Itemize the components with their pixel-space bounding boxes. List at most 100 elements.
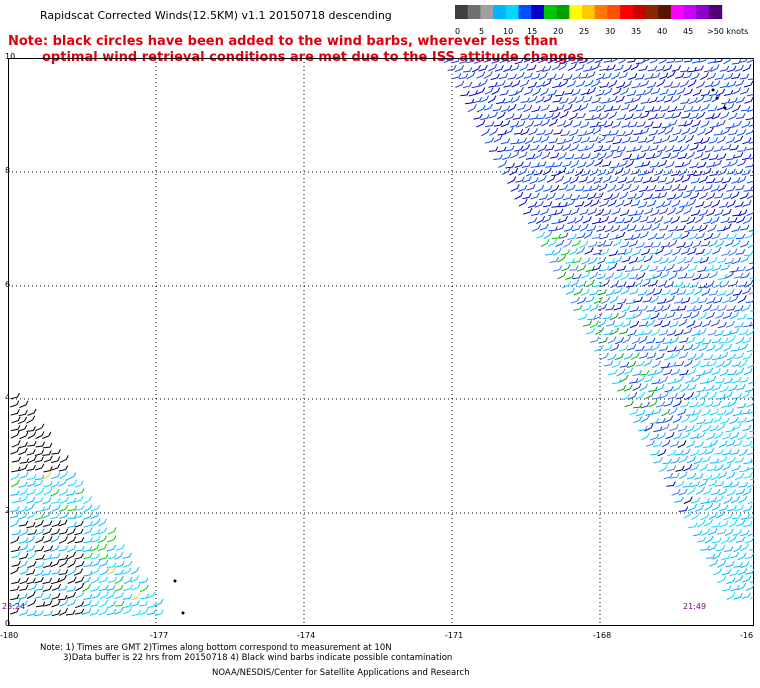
wind-barb (738, 56, 749, 63)
wind-barb (554, 145, 564, 152)
wind-barb (732, 87, 742, 95)
wind-barb (528, 128, 538, 136)
wind-barb (139, 584, 149, 593)
wind-barb (674, 449, 684, 456)
wind-barb (745, 161, 755, 168)
wind-barb (705, 447, 715, 455)
wind-barb (583, 65, 593, 72)
wind-barb (478, 64, 488, 72)
wind-barb (585, 265, 596, 273)
lat-label: 0 (5, 619, 11, 628)
wind-barb (462, 81, 473, 89)
wind-barb (677, 120, 688, 127)
wind-barb (739, 376, 749, 383)
colorbar-label: 30 (605, 27, 616, 36)
wind-barb (636, 375, 646, 384)
wind-barb (99, 584, 109, 592)
wind-barb (647, 200, 657, 208)
wind-barb (633, 402, 643, 409)
wind-barb (10, 425, 21, 432)
wind-barb (476, 71, 486, 79)
wind-barb (706, 192, 716, 201)
wind-barb (648, 96, 658, 104)
wind-barb (636, 152, 646, 160)
wind-barb (57, 479, 68, 487)
wind-barb (667, 346, 677, 353)
wind-barb (726, 592, 736, 600)
wind-barb (711, 199, 721, 208)
wind-barb (648, 129, 659, 136)
wind-barb (714, 192, 724, 199)
wind-barb (106, 544, 117, 552)
wind-barb (695, 201, 705, 208)
wind-barb (114, 607, 124, 615)
wind-barb (650, 72, 661, 79)
wind-barb (610, 344, 620, 352)
wind-barb (738, 343, 749, 351)
wind-barb (679, 80, 690, 88)
wind-barb (154, 609, 164, 616)
wind-barb (59, 488, 69, 497)
wind-barb (682, 159, 692, 168)
wind-barb (18, 600, 28, 608)
wind-barb (576, 246, 586, 255)
wind-barb (695, 486, 705, 495)
wind-barb (677, 425, 688, 432)
wind-barb (650, 312, 660, 320)
wind-barb (82, 583, 91, 592)
wind-barb (621, 136, 631, 144)
wind-barb (698, 56, 708, 63)
wind-barb (97, 543, 108, 552)
wind-barb (674, 191, 684, 200)
wind-barb (672, 111, 682, 119)
wind-barb (713, 159, 723, 167)
wind-barb (574, 153, 584, 160)
wind-barb (471, 82, 482, 89)
wind-barb (644, 121, 654, 128)
wind-barb (613, 287, 623, 295)
wind-barb (719, 233, 729, 240)
wind-barb (59, 554, 69, 561)
wind-barb (610, 162, 620, 169)
wind-barb (686, 440, 696, 448)
wind-barb (664, 232, 674, 240)
wind-barb (555, 175, 565, 184)
wind-barb (683, 344, 694, 351)
wind-barb (740, 272, 750, 279)
wind-barb (551, 218, 561, 225)
wind-barb (700, 240, 711, 247)
colorbar-swatches (455, 5, 723, 19)
wind-barb (707, 465, 717, 472)
wind-barb (655, 233, 666, 240)
wind-barb (617, 176, 628, 184)
wind-barb (700, 272, 710, 280)
wind-barb (51, 583, 62, 591)
colorbar-swatch (543, 5, 558, 19)
wind-barb (83, 561, 93, 568)
wind-barb (611, 360, 621, 369)
wind-barb (663, 368, 673, 376)
wind-barb (586, 176, 596, 184)
wind-barb (672, 145, 683, 152)
wind-barb (714, 464, 724, 472)
wind-barb (600, 265, 610, 272)
wind-barb (636, 255, 646, 263)
wind-barb (741, 304, 751, 312)
wind-barb (718, 337, 729, 344)
wind-barb (484, 87, 494, 95)
wind-barb (563, 104, 573, 112)
wind-barb (734, 64, 744, 72)
wind-barb (523, 104, 533, 113)
wind-barb (479, 95, 490, 103)
wind-barb (678, 318, 688, 327)
wind-barb (496, 98, 506, 105)
wind-barb (33, 479, 44, 487)
wind-barb (533, 169, 543, 176)
wind-barb (614, 321, 624, 327)
wind-barb (559, 97, 569, 104)
wind-barb (693, 257, 703, 264)
wind-barb (695, 248, 705, 255)
wind-barb (723, 513, 733, 521)
wind-barb (621, 121, 631, 128)
wind-barb (628, 73, 638, 80)
